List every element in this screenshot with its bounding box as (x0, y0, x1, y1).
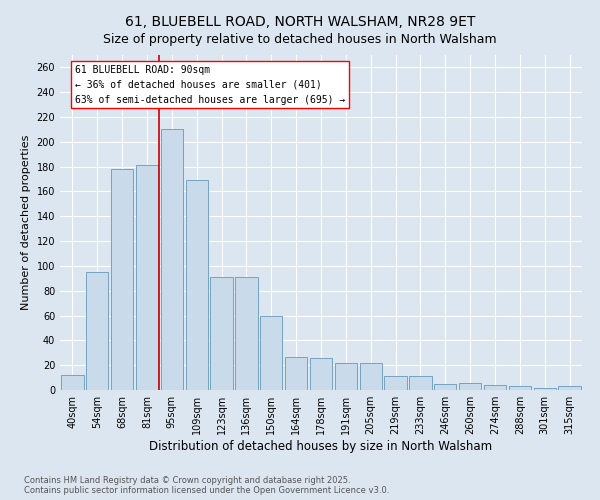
Bar (359, 362, 382, 390)
Bar (310, 358, 332, 390)
Bar (484, 385, 506, 390)
Text: 61 BLUEBELL ROAD: 90sqm
← 36% of detached houses are smaller (401)
63% of semi-d: 61 BLUEBELL ROAD: 90sqm ← 36% of detache… (75, 65, 345, 104)
X-axis label: Distribution of detached houses by size in North Walsham: Distribution of detached houses by size … (149, 440, 493, 453)
Bar (136, 166, 158, 390)
Bar (509, 386, 531, 390)
Y-axis label: Number of detached properties: Number of detached properties (21, 135, 31, 310)
Bar (235, 277, 257, 390)
Bar (409, 376, 431, 390)
Bar (285, 356, 307, 390)
Bar (559, 386, 581, 390)
Text: Contains HM Land Registry data © Crown copyright and database right 2025.
Contai: Contains HM Land Registry data © Crown c… (24, 476, 389, 495)
Bar (211, 277, 233, 390)
Bar (161, 130, 183, 390)
Bar (533, 388, 556, 390)
Bar (459, 382, 481, 390)
Bar (434, 384, 457, 390)
Bar (335, 362, 357, 390)
Bar (111, 169, 133, 390)
Bar (260, 316, 283, 390)
Text: 61, BLUEBELL ROAD, NORTH WALSHAM, NR28 9ET: 61, BLUEBELL ROAD, NORTH WALSHAM, NR28 9… (125, 15, 475, 29)
Bar (61, 375, 83, 390)
Bar (86, 272, 109, 390)
Text: Size of property relative to detached houses in North Walsham: Size of property relative to detached ho… (103, 32, 497, 46)
Bar (185, 180, 208, 390)
Bar (385, 376, 407, 390)
